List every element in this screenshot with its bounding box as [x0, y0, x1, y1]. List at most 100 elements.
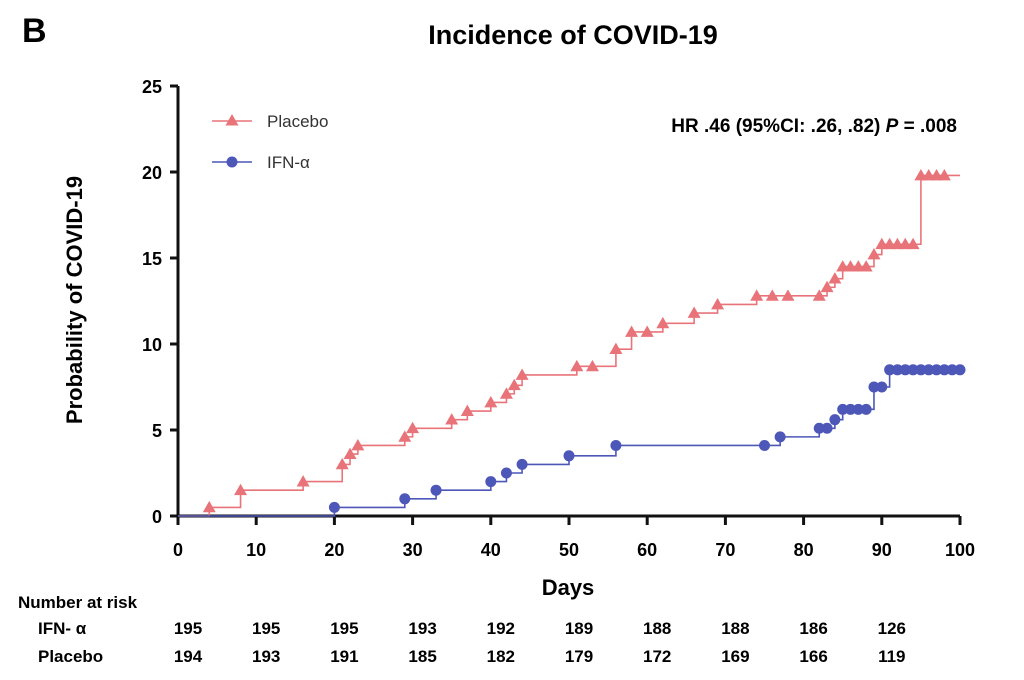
risk-cell: 126 [878, 619, 906, 638]
y-tick-label: 25 [142, 77, 162, 97]
y-tick-label: 0 [152, 507, 162, 527]
legend-label-placebo: Placebo [267, 112, 328, 131]
legend-item-ifn: IFN-α [212, 153, 310, 172]
data-point-ifn [938, 364, 950, 376]
y-tick-label: 5 [152, 421, 162, 441]
data-point-ifn [884, 364, 896, 376]
legend-label-ifn: IFN-α [267, 153, 310, 172]
data-point-placebo [351, 438, 365, 451]
risk-cell: 172 [643, 647, 671, 666]
risk-cell: 192 [487, 619, 515, 638]
risk-cell: 166 [799, 647, 827, 666]
data-point-ifn [876, 381, 888, 393]
circle-marker-icon [226, 156, 238, 168]
data-point-placebo [828, 272, 842, 284]
risk-cell: 195 [174, 619, 202, 638]
y-axis-title: Probability of COVID-19 [62, 176, 87, 424]
data-point-placebo [570, 359, 584, 372]
data-point-placebo [515, 368, 529, 380]
x-tick-label: 60 [637, 540, 657, 560]
x-tick-label: 80 [794, 540, 814, 560]
data-point-placebo [335, 457, 349, 470]
risk-cell: 179 [565, 647, 593, 666]
x-tick-label: 100 [945, 540, 975, 560]
x-tick-label: 30 [403, 540, 423, 560]
hr-p-label: P [886, 116, 899, 137]
data-point-placebo [656, 316, 670, 329]
data-point-placebo [296, 475, 310, 487]
risk-row-label: Placebo [38, 647, 103, 666]
x-tick-label: 40 [481, 540, 501, 560]
data-point-ifn [907, 364, 919, 376]
data-point-ifn [399, 493, 411, 505]
data-point-placebo [585, 359, 599, 372]
data-point-ifn [563, 450, 575, 462]
data-point-ifn [837, 403, 849, 415]
risk-table: Number at risk IFN- α 195 195 195 193 192 189 1… [18, 593, 906, 666]
data-point-placebo [499, 387, 513, 399]
data-point-placebo [820, 280, 834, 293]
data-point-ifn [899, 364, 911, 376]
risk-table-title: Number at risk [18, 593, 138, 612]
x-tick-label: 90 [872, 540, 892, 560]
data-point-ifn [430, 484, 442, 496]
data-point-placebo [406, 421, 420, 434]
data-point-ifn [891, 364, 903, 376]
risk-cell: 119 [878, 647, 905, 666]
risk-cell: 185 [408, 647, 436, 666]
risk-cell: 186 [799, 619, 827, 638]
data-point-ifn [868, 381, 880, 393]
data-point-ifn [860, 403, 872, 415]
data-point-ifn [954, 364, 966, 376]
data-point-placebo [867, 248, 881, 260]
data-point-placebo [906, 237, 920, 250]
x-ticks: 0 10 20 30 40 50 60 70 80 90 100 [173, 516, 975, 560]
triangle-marker-icon [225, 114, 239, 126]
data-point-placebo [507, 378, 521, 391]
x-tick-label: 0 [173, 540, 183, 560]
x-tick-label: 50 [559, 540, 579, 560]
data-point-ifn [923, 364, 935, 376]
data-point-placebo [812, 289, 826, 301]
risk-cell: 189 [565, 619, 593, 638]
data-point-placebo [687, 306, 701, 318]
series-layer [178, 168, 966, 517]
risk-cell: 193 [408, 619, 436, 638]
risk-cell: 169 [721, 647, 749, 666]
chart-title: Incidence of COVID-19 [428, 20, 718, 50]
legend: Placebo IFN-α [212, 112, 328, 172]
data-point-placebo [640, 325, 654, 337]
y-tick-label: 20 [142, 163, 162, 183]
data-point-ifn [610, 439, 622, 451]
data-point-placebo [711, 297, 725, 310]
y-tick-label: 15 [142, 249, 162, 269]
data-point-ifn [485, 476, 497, 488]
risk-cell: 195 [330, 619, 358, 638]
hazard-ratio-annotation: HR .46 (95%CI: .26, .82) P = .008 [671, 116, 957, 137]
risk-row-label: IFN- α [38, 619, 87, 638]
y-ticks: 0 5 10 15 20 25 [142, 77, 178, 527]
risk-cell: 193 [252, 647, 280, 666]
data-point-placebo [609, 342, 623, 355]
data-point-ifn [774, 431, 786, 443]
data-point-ifn [946, 364, 958, 376]
data-point-placebo [460, 404, 474, 416]
data-point-ifn [852, 403, 864, 415]
data-point-placebo [750, 289, 764, 301]
risk-cell: 191 [330, 647, 358, 666]
x-tick-label: 20 [324, 540, 344, 560]
x-tick-label: 70 [715, 540, 735, 560]
data-point-ifn [915, 364, 927, 376]
data-point-ifn [328, 501, 340, 513]
data-point-placebo [859, 260, 873, 272]
data-point-ifn [829, 414, 841, 426]
risk-cell: 188 [721, 619, 749, 638]
y-tick-label: 10 [142, 335, 162, 355]
data-point-placebo [765, 289, 779, 301]
data-point-ifn [500, 467, 512, 479]
data-point-placebo [202, 500, 216, 513]
hr-prefix: HR .46 (95%CI: .26, .82) [671, 116, 885, 137]
panel-label: B [22, 12, 47, 50]
hr-suffix: = .008 [898, 116, 957, 137]
